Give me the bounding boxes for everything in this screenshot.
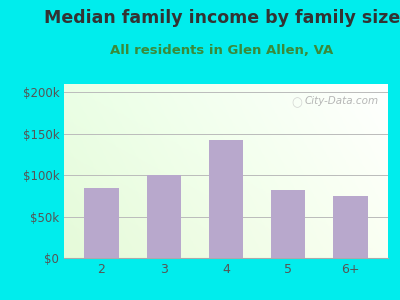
- Text: ○: ○: [292, 96, 303, 109]
- Bar: [146, 175, 181, 258]
- Bar: [334, 196, 368, 258]
- Bar: [84, 188, 118, 258]
- Text: City-Data.com: City-Data.com: [304, 96, 378, 106]
- Text: All residents in Glen Allen, VA: All residents in Glen Allen, VA: [110, 44, 334, 56]
- Text: Median family income by family size: Median family income by family size: [44, 9, 400, 27]
- Bar: [209, 140, 243, 258]
- Bar: [271, 190, 306, 258]
